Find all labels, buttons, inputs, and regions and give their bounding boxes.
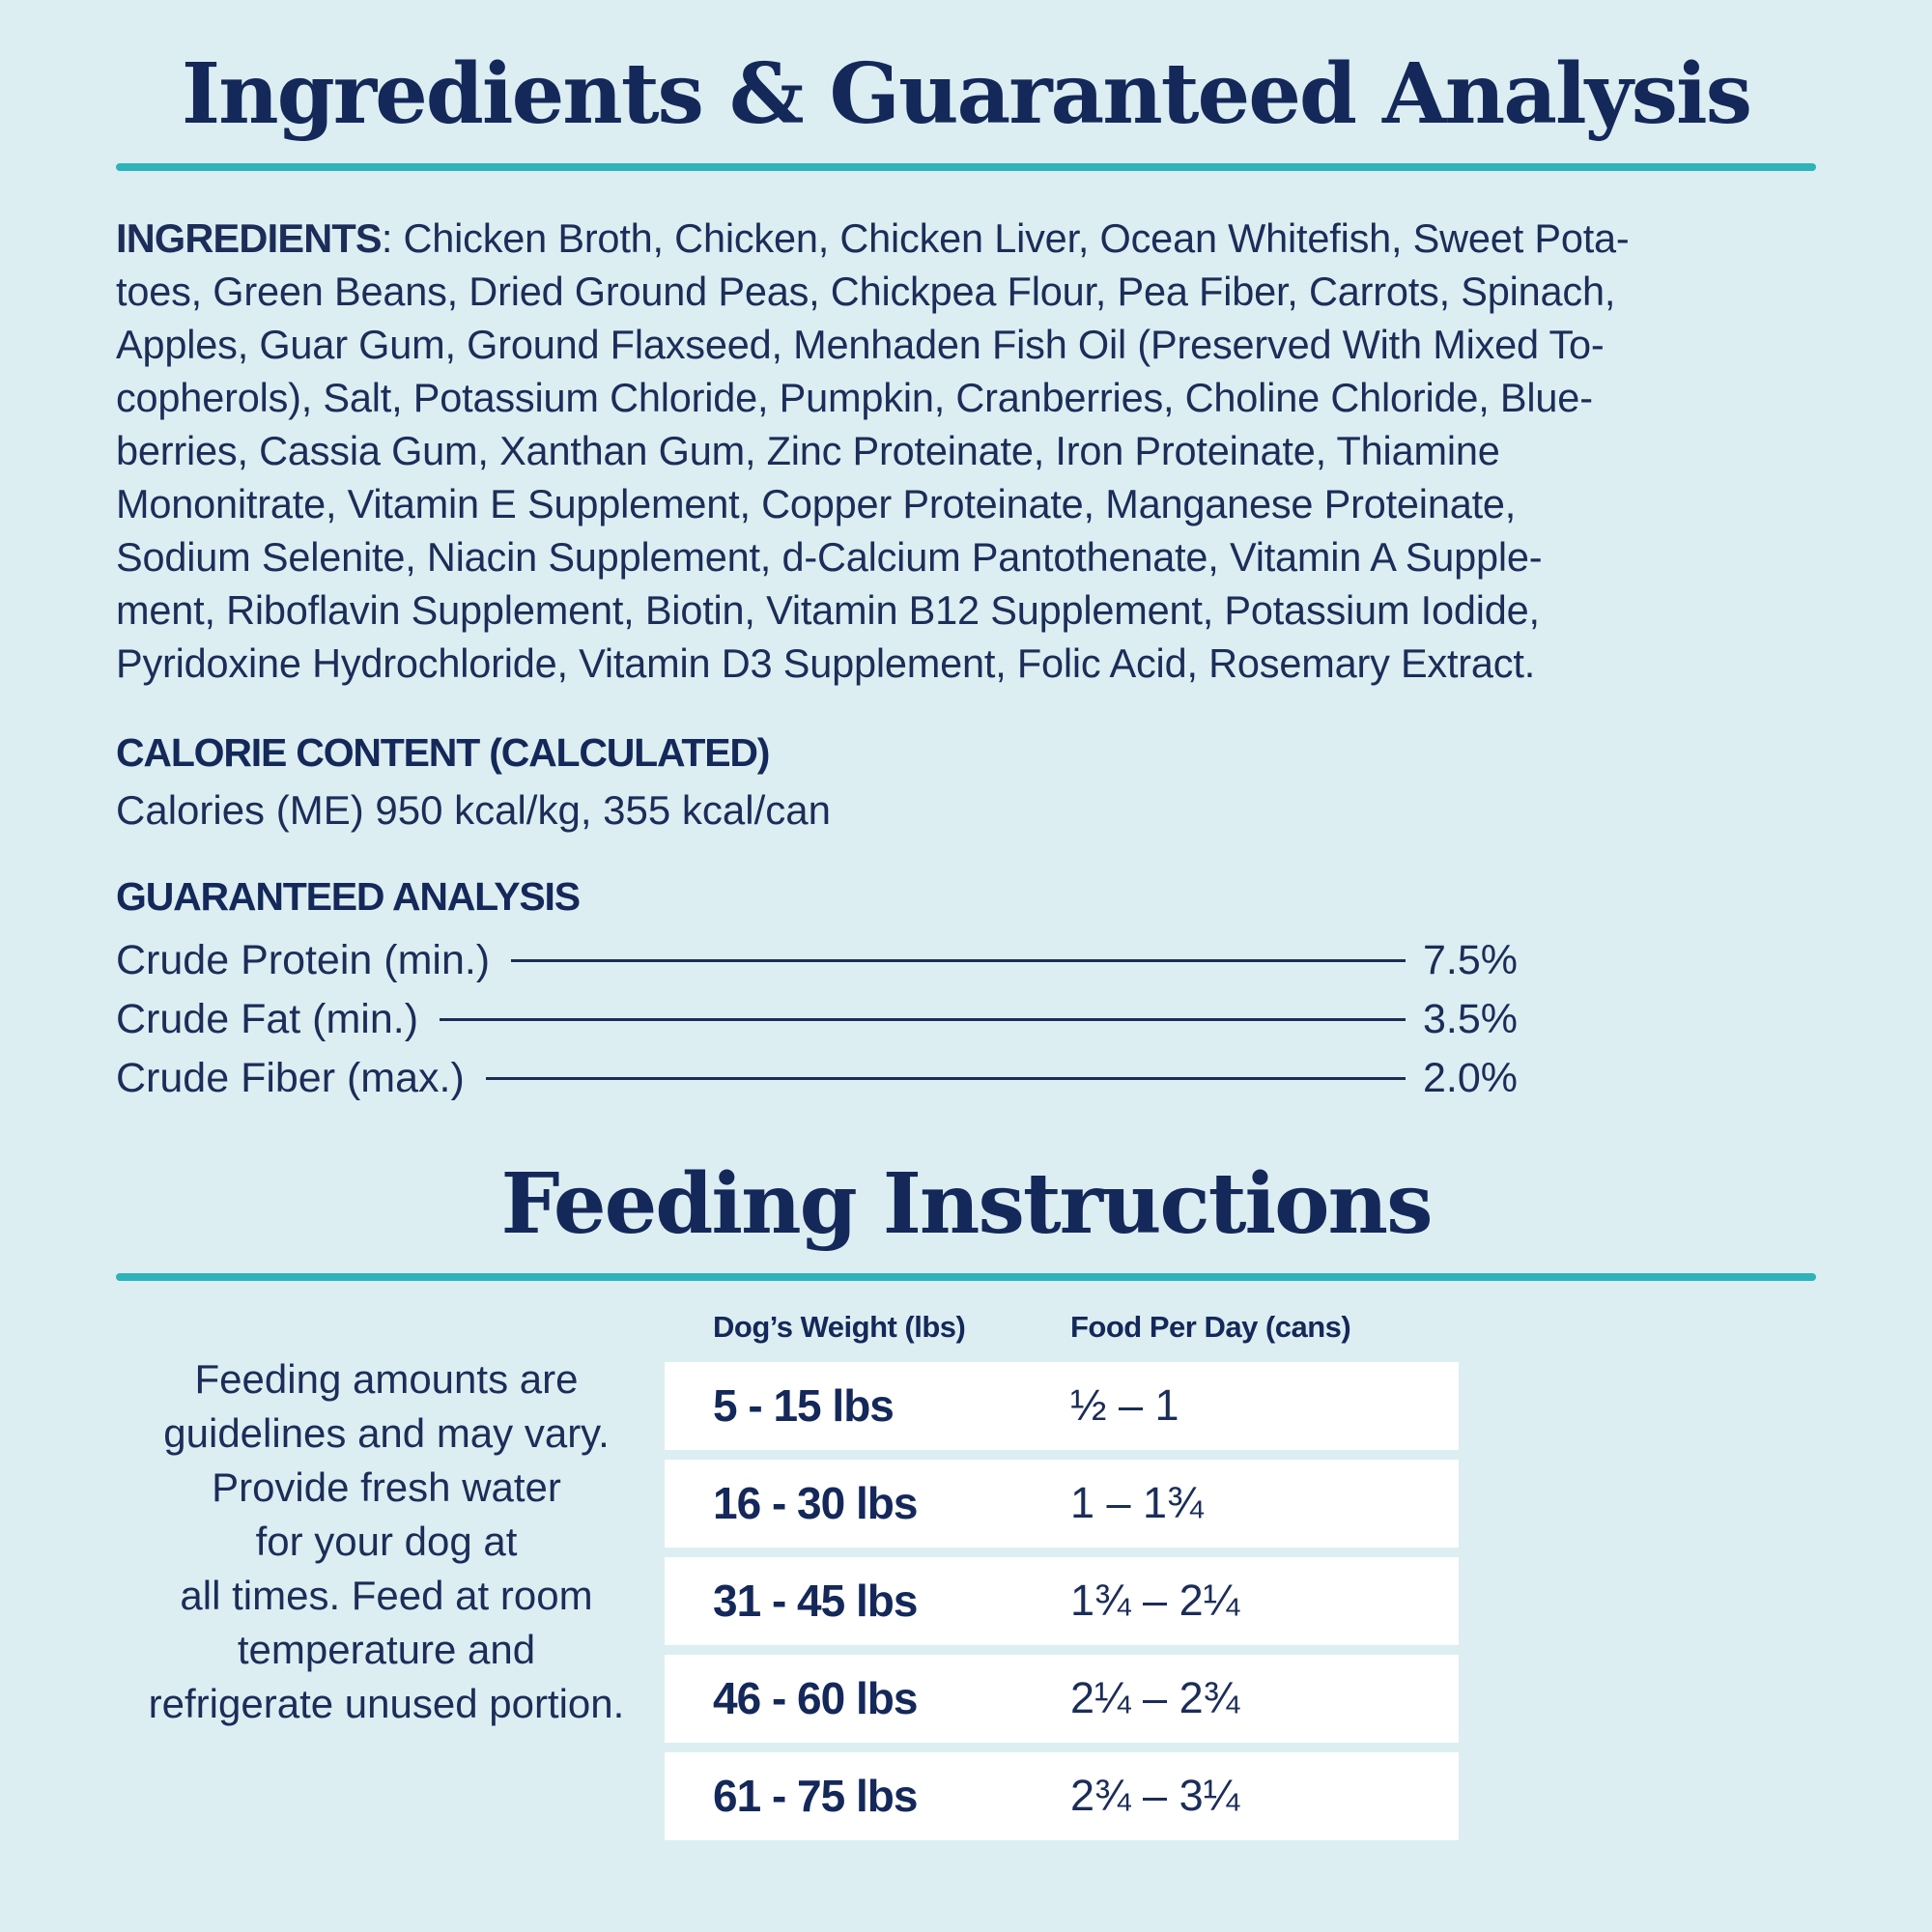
feeding-layout: Feeding amounts are guidelines and may v… bbox=[116, 1310, 1816, 1850]
analysis-row-crude-protein: Crude Protein (min.) 7.5% bbox=[116, 931, 1531, 990]
food-amount: 1 – 1¾ bbox=[1070, 1478, 1204, 1528]
ingredients-line: Apples, Guar Gum, Ground Flaxseed, Menha… bbox=[116, 321, 1605, 367]
ingredients-analysis-title: Ingredients & Guaranteed Analysis bbox=[181, 45, 1752, 143]
analysis-value: 3.5% bbox=[1423, 995, 1519, 1042]
feeding-note: Feeding amounts are guidelines and may v… bbox=[116, 1352, 657, 1850]
ingredients-line: copherols), Salt, Potassium Chloride, Pu… bbox=[116, 374, 1593, 420]
table-row: 46 - 60 lbs 2¼ – 2¾ bbox=[665, 1654, 1459, 1743]
ingredients-label: INGREDIENTS bbox=[116, 214, 383, 261]
weight-range: 61 - 75 lbs bbox=[713, 1771, 918, 1822]
analysis-row-crude-fiber: Crude Fiber (max.) 2.0% bbox=[116, 1049, 1531, 1108]
leader-line bbox=[440, 1017, 1406, 1021]
leader-line bbox=[485, 1076, 1406, 1080]
table-row: 5 - 15 lbs ½ – 1 bbox=[665, 1361, 1459, 1450]
calorie-content-heading: CALORIE CONTENT (CALCULATED) bbox=[116, 729, 770, 775]
analysis-value: 7.5% bbox=[1423, 936, 1519, 983]
ingredients-line: toes, Green Beans, Dried Ground Peas, Ch… bbox=[116, 268, 1616, 314]
table-row: 16 - 30 lbs 1 – 1¾ bbox=[665, 1459, 1459, 1548]
feeding-table-header: Dog’s Weight (lbs) Food Per Day (cans) bbox=[665, 1310, 1459, 1345]
title-divider bbox=[116, 162, 1816, 171]
food-amount: 1¾ – 2¼ bbox=[1070, 1576, 1240, 1626]
ingredients-paragraph: INGREDIENTS: Chicken Broth, Chicken, Chi… bbox=[116, 212, 1816, 690]
table-row: 31 - 45 lbs 1¾ – 2¼ bbox=[665, 1556, 1459, 1645]
food-amount: 2¾ – 3¼ bbox=[1070, 1771, 1240, 1821]
leader-line bbox=[511, 958, 1406, 962]
analysis-label: Crude Fat (min.) bbox=[116, 995, 419, 1042]
table-row: 61 - 75 lbs 2¾ – 3¼ bbox=[665, 1751, 1459, 1840]
ingredients-line: Sodium Selenite, Niacin Supplement, d-Ca… bbox=[116, 533, 1543, 580]
analysis-label: Crude Protein (min.) bbox=[116, 936, 491, 983]
feeding-note-line: all times. Feed at room bbox=[180, 1572, 593, 1618]
guaranteed-analysis-list: Crude Protein (min.) 7.5% Crude Fat (min… bbox=[116, 931, 1531, 1108]
analysis-value: 2.0% bbox=[1423, 1054, 1519, 1101]
title-divider bbox=[116, 1272, 1816, 1281]
ingredients-line: Pyridoxine Hydrochloride, Vitamin D3 Sup… bbox=[116, 639, 1536, 686]
ingredients-line: ment, Riboflavin Supplement, Biotin, Vit… bbox=[116, 586, 1540, 633]
guaranteed-analysis-heading: GUARANTEED ANALYSIS bbox=[116, 873, 581, 919]
food-amount: ½ – 1 bbox=[1070, 1380, 1179, 1431]
feeding-note-line: guidelines and may vary. bbox=[163, 1409, 610, 1456]
weight-range: 16 - 30 lbs bbox=[713, 1478, 918, 1529]
weight-range: 5 - 15 lbs bbox=[713, 1380, 895, 1432]
feeding-note-line: Feeding amounts are bbox=[194, 1355, 579, 1402]
analysis-label: Crude Fiber (max.) bbox=[116, 1054, 465, 1101]
ingredients-line: Mononitrate, Vitamin E Supplement, Coppe… bbox=[116, 480, 1517, 526]
food-per-day-column-header: Food Per Day (cans) bbox=[1070, 1309, 1351, 1344]
dogs-weight-column-header: Dog’s Weight (lbs) bbox=[713, 1309, 966, 1344]
feeding-note-line: Provide fresh water bbox=[212, 1463, 561, 1510]
feeding-instructions-title: Feeding Instructions bbox=[500, 1154, 1434, 1253]
ingredients-line: berries, Cassia Gum, Xanthan Gum, Zinc P… bbox=[116, 427, 1500, 473]
weight-range: 31 - 45 lbs bbox=[713, 1576, 918, 1627]
calorie-content-value: Calories (ME) 950 kcal/kg, 355 kcal/can bbox=[116, 786, 831, 833]
analysis-row-crude-fat: Crude Fat (min.) 3.5% bbox=[116, 990, 1531, 1049]
ingredients-line-text: : Chicken Broth, Chicken, Chicken Liver,… bbox=[381, 214, 1630, 261]
feeding-note-line: temperature and bbox=[237, 1626, 536, 1672]
ingredients-line: INGREDIENTS: Chicken Broth, Chicken, Chi… bbox=[116, 212, 1816, 265]
feeding-note-line: refrigerate unused portion. bbox=[148, 1680, 625, 1726]
food-amount: 2¼ – 2¾ bbox=[1070, 1673, 1240, 1723]
feeding-note-line: for your dog at bbox=[255, 1518, 518, 1564]
weight-range: 46 - 60 lbs bbox=[713, 1673, 918, 1724]
feeding-table: Dog’s Weight (lbs) Food Per Day (cans) 5… bbox=[665, 1310, 1459, 1850]
